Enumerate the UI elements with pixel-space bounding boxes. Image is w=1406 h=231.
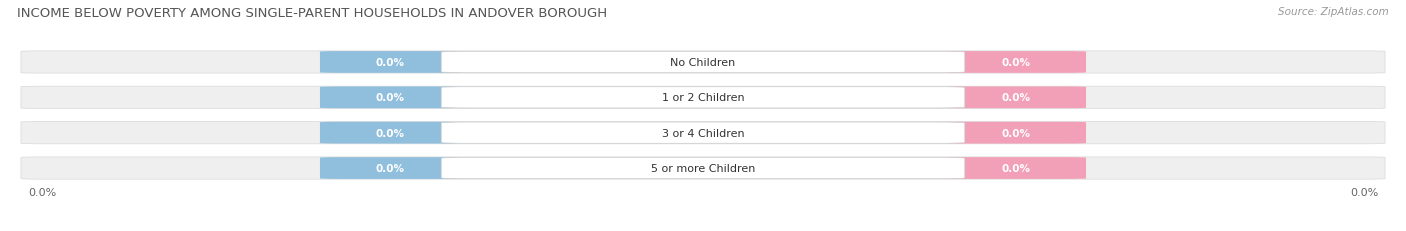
Text: Source: ZipAtlas.com: Source: ZipAtlas.com — [1278, 7, 1389, 17]
FancyBboxPatch shape — [441, 87, 965, 109]
Text: 0.0%: 0.0% — [1350, 188, 1378, 198]
Text: 0.0%: 0.0% — [375, 93, 404, 103]
Text: 0.0%: 0.0% — [1002, 93, 1031, 103]
Text: 0.0%: 0.0% — [375, 128, 404, 138]
FancyBboxPatch shape — [441, 122, 965, 144]
Text: 0.0%: 0.0% — [375, 163, 404, 173]
Text: 0.0%: 0.0% — [375, 58, 404, 68]
FancyBboxPatch shape — [21, 52, 1385, 74]
Text: 1 or 2 Children: 1 or 2 Children — [662, 93, 744, 103]
FancyBboxPatch shape — [21, 157, 1385, 179]
Text: 0.0%: 0.0% — [28, 188, 56, 198]
FancyBboxPatch shape — [21, 87, 1385, 109]
Text: 0.0%: 0.0% — [1002, 58, 1031, 68]
FancyBboxPatch shape — [946, 122, 1085, 144]
FancyBboxPatch shape — [946, 158, 1085, 179]
Text: 3 or 4 Children: 3 or 4 Children — [662, 128, 744, 138]
FancyBboxPatch shape — [946, 87, 1085, 109]
Text: 5 or more Children: 5 or more Children — [651, 163, 755, 173]
FancyBboxPatch shape — [441, 52, 965, 73]
Text: No Children: No Children — [671, 58, 735, 68]
FancyBboxPatch shape — [441, 158, 965, 179]
FancyBboxPatch shape — [21, 122, 1385, 144]
Text: 0.0%: 0.0% — [1002, 163, 1031, 173]
Text: INCOME BELOW POVERTY AMONG SINGLE-PARENT HOUSEHOLDS IN ANDOVER BOROUGH: INCOME BELOW POVERTY AMONG SINGLE-PARENT… — [17, 7, 607, 20]
FancyBboxPatch shape — [321, 158, 460, 179]
FancyBboxPatch shape — [321, 87, 460, 109]
Text: 0.0%: 0.0% — [1002, 128, 1031, 138]
FancyBboxPatch shape — [321, 52, 460, 73]
FancyBboxPatch shape — [946, 52, 1085, 73]
FancyBboxPatch shape — [321, 122, 460, 144]
